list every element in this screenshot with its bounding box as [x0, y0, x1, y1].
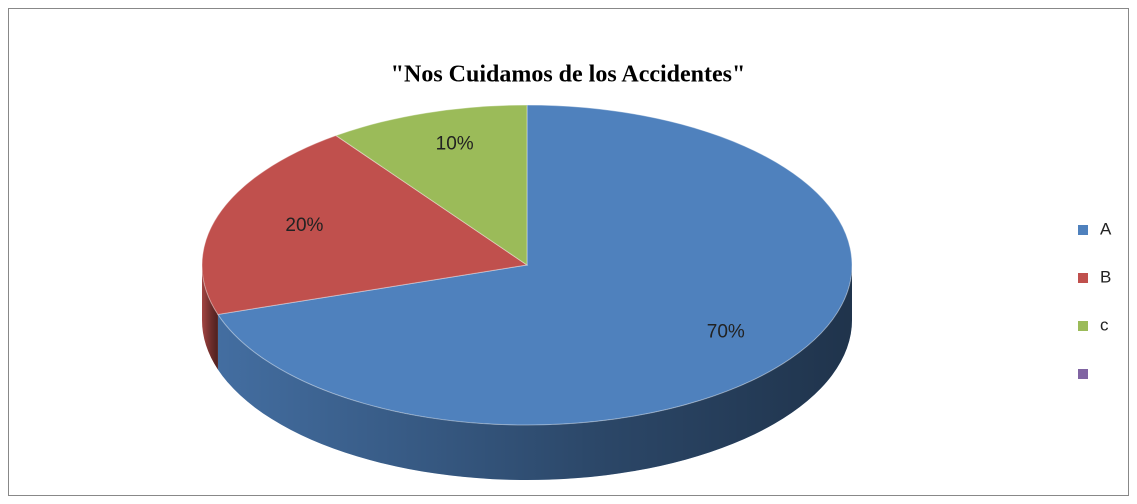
data-label: 70% — [707, 322, 745, 343]
slice-side-shade — [202, 265, 218, 370]
chart-title: "Nos Cuidamos de los Accidentes" — [391, 62, 746, 88]
legend-swatch — [1078, 369, 1088, 379]
slice-side-shade — [217, 265, 853, 480]
slice — [334, 104, 528, 266]
legend-label: c — [1100, 315, 1109, 334]
data-label: 20% — [285, 215, 323, 236]
legend-label: A — [1100, 219, 1112, 238]
legend-label: B — [1100, 267, 1111, 286]
slice — [217, 104, 853, 426]
legend-swatch — [1078, 273, 1088, 283]
slice — [201, 135, 529, 315]
legend-swatch — [1078, 225, 1088, 235]
data-label: 10% — [436, 133, 474, 154]
legend-swatch — [1078, 321, 1088, 331]
